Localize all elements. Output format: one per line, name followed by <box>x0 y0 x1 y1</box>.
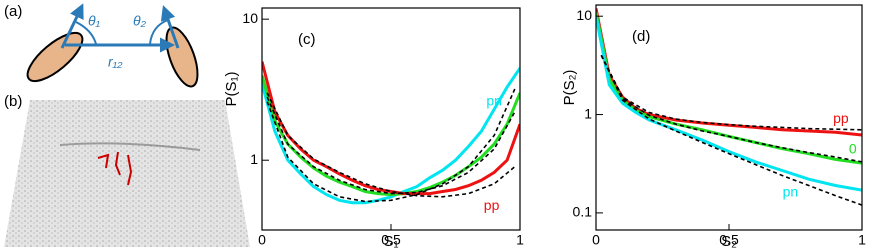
x-axis-label: S₂ <box>721 233 737 250</box>
panel-label: (a) <box>4 3 22 20</box>
series-label: pn <box>783 184 799 200</box>
arrow <box>60 3 84 49</box>
y-axis-label: P(S₁) <box>223 71 240 106</box>
series-label: pp <box>833 110 849 126</box>
panel-a: (a) θ₁ θ₂ r₁₂ <box>4 3 199 88</box>
angle-arc <box>75 21 97 45</box>
x-axis-label: S₁ <box>383 233 398 250</box>
x-tick-label: 0.5 <box>381 232 401 248</box>
fit-line <box>266 96 516 195</box>
theta2: θ₂ <box>133 13 147 29</box>
particle <box>165 26 199 88</box>
y-tick-label: 10 <box>576 7 592 23</box>
y-tick-label: 0.1 <box>573 204 593 220</box>
y-tick-label: 10 <box>242 10 258 26</box>
chain <box>127 154 133 186</box>
y-tick-label: 1 <box>584 105 592 121</box>
x-tick-label: 1 <box>516 232 524 248</box>
data-line <box>262 67 520 205</box>
data-line <box>262 74 520 197</box>
x-tick-label: 0 <box>592 232 600 248</box>
panel-b: (b) <box>4 93 250 247</box>
particle <box>26 31 84 83</box>
panel-label: (c) <box>298 31 316 48</box>
data-line <box>596 8 862 137</box>
arrow <box>160 5 180 49</box>
y-tick-label: 1 <box>250 151 258 167</box>
fit-line <box>266 92 516 198</box>
x-tick-label: 0.5 <box>719 232 739 248</box>
x-tick-label: 1 <box>858 232 866 248</box>
data-line <box>596 15 862 192</box>
crease <box>59 142 201 151</box>
series-label: pn <box>486 92 502 108</box>
chain <box>97 153 110 169</box>
series-label: pp <box>484 197 500 213</box>
panel-label: (b) <box>4 93 22 110</box>
panel-label: (d) <box>632 28 650 45</box>
chart: pn pp 0 0.5 1 1 10 S₁ P(S₁) (c) <box>223 7 524 250</box>
x-tick-label: 0 <box>258 232 266 248</box>
theta1: θ₁ <box>88 13 101 29</box>
fit-line <box>600 54 862 131</box>
fit-line <box>600 54 862 163</box>
series-label: 0 <box>849 140 857 156</box>
r12: r₁₂ <box>108 54 123 70</box>
data-line <box>262 61 520 196</box>
fit-line <box>600 54 862 206</box>
y-axis-label: P(S₂) <box>561 70 578 106</box>
snapshot <box>4 100 250 247</box>
fit-line <box>266 88 516 203</box>
chain <box>114 151 121 176</box>
angle-arc <box>149 19 169 45</box>
